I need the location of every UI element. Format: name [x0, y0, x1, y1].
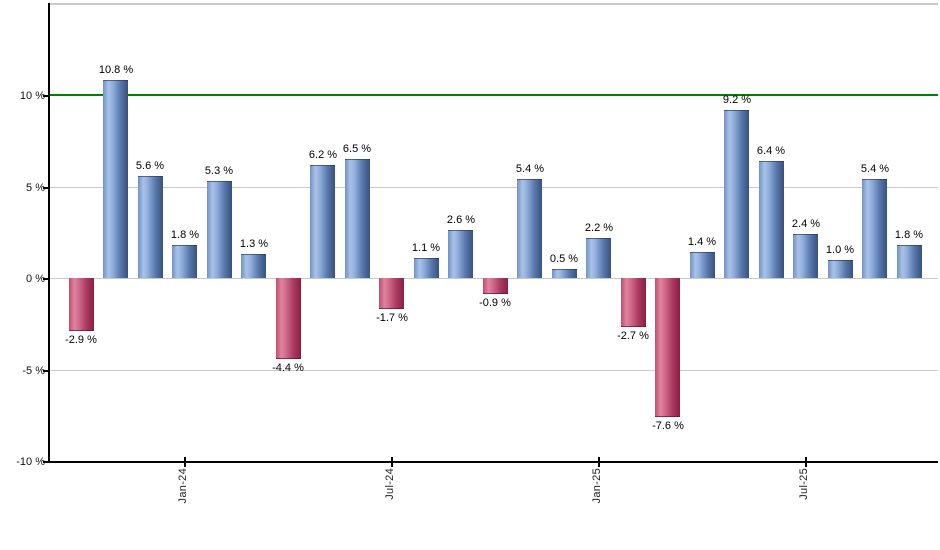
bar-value-label-16: -2.7 %: [617, 330, 649, 342]
bar-value-label-24: 1.8 %: [894, 229, 924, 241]
bar-month-9: [379, 278, 404, 309]
bar-month-11: [448, 230, 473, 278]
bar-month-0: [69, 278, 94, 331]
bar-month-4: [207, 181, 232, 278]
x-axis-label-jul-25: Jul-25: [798, 468, 810, 500]
y-axis-label-5: 5 %: [26, 182, 45, 194]
bar-month-20: [759, 161, 784, 278]
bar-month-17: [655, 278, 680, 417]
bar-value-label-13: 5.4 %: [515, 163, 545, 175]
bar-value-label-17: -7.6 %: [652, 420, 684, 432]
bar-value-label-9: -1.7 %: [376, 312, 408, 324]
bar-month-19: [724, 110, 749, 278]
y-axis-label--5: -5 %: [22, 365, 45, 377]
y-tick--10: [43, 461, 48, 463]
x-axis-line: [48, 461, 938, 463]
gridline-5pct: [50, 187, 938, 188]
gridline--5pct: [50, 370, 938, 371]
bar-month-1: [103, 80, 128, 278]
bar-month-5: [241, 254, 266, 278]
bar-value-label-23: 5.4 %: [860, 163, 890, 175]
x-axis-label-jan-25: Jan-25: [591, 468, 603, 504]
bar-month-15: [586, 238, 611, 278]
bar-month-16: [621, 278, 646, 327]
x-tick-jul-25: [805, 457, 807, 467]
bar-month-6: [276, 278, 301, 359]
bar-value-label-10: 1.1 %: [411, 242, 441, 254]
bar-month-8: [345, 159, 370, 278]
bar-value-label-3: 1.8 %: [170, 229, 200, 241]
bar-value-label-2: 5.6 %: [135, 160, 165, 172]
bar-value-label-1: 10.8 %: [98, 64, 134, 76]
bar-month-18: [690, 252, 715, 278]
bar-value-label-12: -0.9 %: [479, 297, 511, 309]
bar-value-label-7: 6.2 %: [308, 149, 338, 161]
bar-value-label-5: 1.3 %: [239, 238, 269, 250]
bar-month-3: [172, 245, 197, 278]
bar-value-label-0: -2.9 %: [65, 334, 97, 346]
x-tick-jan-25: [598, 457, 600, 467]
bar-value-label-18: 1.4 %: [687, 236, 717, 248]
bar-month-21: [793, 234, 818, 278]
y-tick-10: [43, 95, 48, 97]
bar-value-label-8: 6.5 %: [342, 143, 372, 155]
bar-month-24: [897, 245, 922, 278]
x-axis-label-jan-24: Jan-24: [177, 468, 189, 504]
reference-line-10pct: [50, 94, 938, 96]
bar-value-label-22: 1.0 %: [825, 244, 855, 256]
bar-value-label-6: -4.4 %: [272, 362, 304, 374]
bar-value-label-19: 9.2 %: [722, 94, 752, 106]
bar-value-label-15: 2.2 %: [584, 222, 614, 234]
x-tick-jul-24: [391, 457, 393, 467]
y-axis-label-0: 0 %: [26, 273, 45, 285]
bar-month-10: [414, 258, 439, 278]
bar-value-label-14: 0.5 %: [549, 253, 579, 265]
bar-month-13: [517, 179, 542, 278]
bar-value-label-21: 2.4 %: [791, 218, 821, 230]
y-tick--5: [43, 370, 48, 372]
bar-month-14: [552, 269, 577, 278]
bar-month-22: [828, 260, 853, 278]
x-tick-jan-24: [184, 457, 186, 467]
y-tick-5: [43, 187, 48, 189]
y-axis-label-10: 10 %: [19, 90, 45, 102]
bar-month-12: [483, 278, 508, 294]
bar-month-7: [310, 165, 335, 278]
bar-value-label-20: 6.4 %: [756, 145, 786, 157]
y-axis-label--10: -10 %: [16, 456, 45, 468]
bar-value-label-4: 5.3 %: [204, 165, 234, 177]
y-tick-0: [43, 278, 48, 280]
plot-top-border: [50, 3, 938, 5]
x-axis-label-jul-24: Jul-24: [384, 468, 396, 500]
bar-month-2: [138, 176, 163, 278]
bar-month-23: [862, 179, 887, 278]
bar-value-label-11: 2.6 %: [446, 214, 476, 226]
y-axis-line: [48, 3, 50, 463]
